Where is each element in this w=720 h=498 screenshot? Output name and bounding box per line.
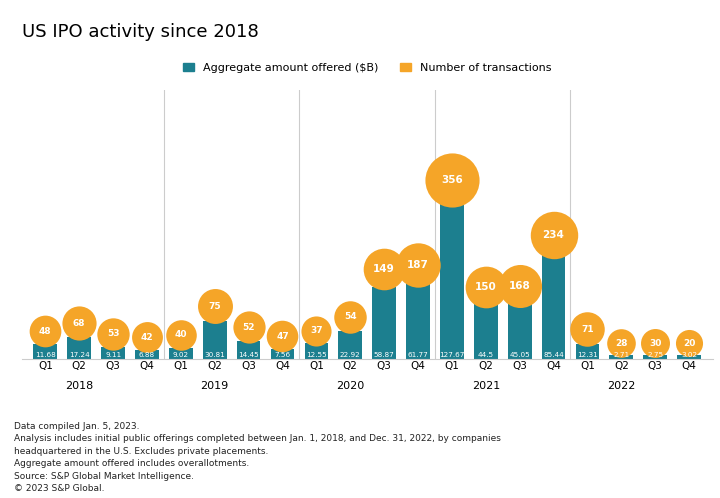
Text: 47: 47 bbox=[276, 332, 289, 341]
Bar bbox=[271, 349, 294, 359]
Text: 150: 150 bbox=[475, 282, 497, 292]
Text: 68: 68 bbox=[73, 319, 86, 328]
Text: Data compiled Jan. 5, 2023.
Analysis includes initial public offerings completed: Data compiled Jan. 5, 2023. Analysis inc… bbox=[14, 421, 501, 493]
Text: 22.92: 22.92 bbox=[340, 352, 361, 358]
Text: 9.11: 9.11 bbox=[105, 352, 121, 358]
Text: 14.45: 14.45 bbox=[238, 352, 259, 358]
Text: 20: 20 bbox=[683, 339, 696, 348]
Point bbox=[480, 283, 492, 291]
Point bbox=[344, 313, 356, 321]
Point bbox=[446, 176, 458, 184]
Bar bbox=[338, 331, 362, 359]
Text: 168: 168 bbox=[509, 281, 531, 291]
Text: 187: 187 bbox=[407, 260, 429, 270]
Bar bbox=[508, 303, 531, 359]
Point bbox=[379, 265, 390, 273]
Text: 44.5: 44.5 bbox=[478, 352, 494, 358]
Text: 53: 53 bbox=[107, 329, 120, 339]
Bar bbox=[305, 343, 328, 359]
Point bbox=[175, 331, 186, 339]
Bar bbox=[440, 203, 464, 359]
Text: 58.87: 58.87 bbox=[374, 352, 395, 358]
Text: 12.31: 12.31 bbox=[577, 352, 598, 358]
Bar bbox=[609, 355, 633, 359]
Point bbox=[548, 231, 559, 239]
Text: 30: 30 bbox=[649, 339, 662, 348]
Text: 37: 37 bbox=[310, 326, 323, 335]
Point bbox=[209, 302, 220, 310]
Point bbox=[582, 325, 593, 333]
Bar bbox=[406, 283, 430, 359]
Text: 75: 75 bbox=[208, 302, 221, 311]
Text: 9.02: 9.02 bbox=[173, 352, 189, 358]
Point bbox=[141, 333, 153, 341]
Text: 2019: 2019 bbox=[201, 380, 229, 390]
Point bbox=[40, 327, 51, 335]
Text: 40: 40 bbox=[174, 330, 187, 339]
Bar bbox=[575, 344, 599, 359]
Point bbox=[276, 332, 288, 340]
Bar bbox=[203, 321, 227, 359]
Text: 42: 42 bbox=[140, 333, 153, 342]
Bar bbox=[541, 254, 565, 359]
Text: 54: 54 bbox=[344, 312, 356, 322]
Text: 6.88: 6.88 bbox=[139, 352, 155, 358]
Text: 234: 234 bbox=[543, 230, 564, 240]
Text: 48: 48 bbox=[39, 327, 52, 336]
Text: 71: 71 bbox=[581, 325, 594, 334]
Bar bbox=[644, 355, 667, 359]
Point bbox=[683, 340, 695, 348]
Point bbox=[413, 261, 424, 269]
Point bbox=[514, 282, 526, 290]
Bar bbox=[169, 348, 193, 359]
Text: 356: 356 bbox=[441, 175, 463, 185]
Text: 2021: 2021 bbox=[472, 380, 500, 390]
Text: 149: 149 bbox=[373, 264, 395, 274]
Text: 127.67: 127.67 bbox=[439, 352, 464, 358]
Text: 12.55: 12.55 bbox=[306, 352, 327, 358]
Text: 2022: 2022 bbox=[607, 380, 636, 390]
Point bbox=[73, 319, 85, 327]
Text: 2.75: 2.75 bbox=[647, 352, 663, 358]
Point bbox=[649, 339, 661, 347]
Bar bbox=[678, 355, 701, 359]
Bar bbox=[68, 338, 91, 359]
Point bbox=[243, 324, 254, 332]
Text: 17.24: 17.24 bbox=[69, 352, 89, 358]
Bar bbox=[237, 341, 261, 359]
Point bbox=[616, 339, 627, 347]
Text: 85.44: 85.44 bbox=[543, 352, 564, 358]
Text: US IPO activity since 2018: US IPO activity since 2018 bbox=[22, 23, 258, 41]
Text: 61.77: 61.77 bbox=[408, 352, 428, 358]
Point bbox=[310, 327, 322, 335]
Bar bbox=[102, 348, 125, 359]
Bar bbox=[372, 287, 396, 359]
Text: 2.71: 2.71 bbox=[613, 352, 629, 358]
Text: 45.05: 45.05 bbox=[509, 352, 530, 358]
Text: 2020: 2020 bbox=[336, 380, 364, 390]
Point bbox=[107, 330, 119, 338]
Text: 2018: 2018 bbox=[65, 380, 94, 390]
Text: 52: 52 bbox=[243, 323, 255, 332]
Text: 3.02: 3.02 bbox=[681, 352, 697, 358]
Bar bbox=[135, 350, 159, 359]
Legend: Aggregate amount offered ($B), Number of transactions: Aggregate amount offered ($B), Number of… bbox=[183, 63, 552, 73]
Bar bbox=[33, 344, 57, 359]
Bar bbox=[474, 304, 498, 359]
Text: 7.56: 7.56 bbox=[274, 352, 291, 358]
Text: 30.81: 30.81 bbox=[204, 352, 225, 358]
Text: 28: 28 bbox=[615, 339, 628, 348]
Text: 11.68: 11.68 bbox=[35, 352, 55, 358]
